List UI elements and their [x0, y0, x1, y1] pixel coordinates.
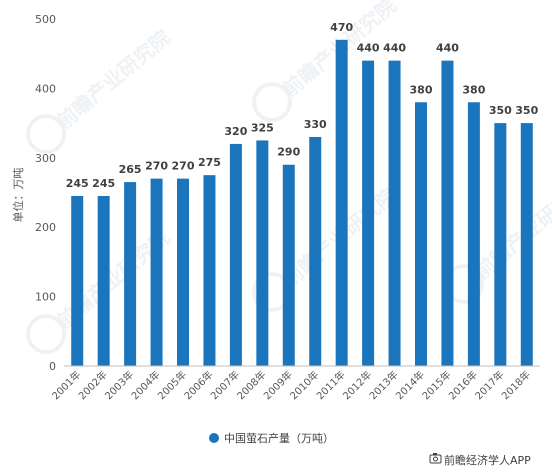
- y-axis: 0 100 200 300 400 500: [35, 13, 56, 373]
- svg-text:前瞻产业研究院: 前瞻产业研究院: [470, 175, 552, 283]
- data-label: 275: [198, 156, 221, 169]
- bar: [150, 178, 163, 366]
- bar-series: [71, 39, 533, 366]
- data-label: 440: [436, 42, 459, 55]
- data-label: 245: [66, 177, 89, 190]
- y-tick-label: 500: [35, 13, 56, 26]
- data-label: 380: [410, 83, 433, 96]
- camera-icon: [429, 453, 442, 464]
- legend: 中国萤石产量（万吨）: [209, 431, 334, 445]
- y-axis-title: 单位：万吨: [11, 168, 25, 223]
- data-label: 440: [357, 42, 380, 55]
- bar: [415, 102, 427, 366]
- data-label: 265: [119, 163, 142, 176]
- bar: [388, 60, 401, 366]
- x-tick-label: 2018年: [499, 368, 533, 402]
- y-tick-label: 0: [49, 360, 56, 373]
- legend-marker: [209, 433, 219, 443]
- svg-text:前瞻产业研究院: 前瞻产业研究院: [52, 25, 175, 133]
- bar: [494, 123, 507, 366]
- bar: [335, 39, 348, 366]
- bar: [97, 195, 110, 366]
- data-label: 270: [172, 160, 195, 173]
- data-label: 380: [462, 83, 485, 96]
- data-label: 320: [224, 125, 247, 138]
- y-tick-label: 400: [35, 82, 56, 95]
- y-tick-label: 100: [35, 291, 56, 304]
- data-label: 290: [277, 146, 300, 159]
- y-tick-label: 200: [35, 221, 56, 234]
- y-tick-label: 300: [35, 152, 56, 165]
- bar: [520, 123, 533, 366]
- credit-text: 前瞻经济学人APP: [444, 453, 531, 467]
- x-axis: 2001年2002年2003年2004年2005年2006年2007年2008年…: [49, 365, 540, 402]
- data-label: 270: [145, 160, 168, 173]
- bar: [124, 182, 137, 366]
- data-label: 470: [330, 21, 353, 34]
- watermark: 前瞻产业研究院: [252, 183, 401, 312]
- legend-label: 中国萤石产量（万吨）: [224, 431, 334, 445]
- bar: [467, 102, 480, 366]
- data-label: 325: [251, 121, 274, 134]
- bar: [256, 140, 269, 366]
- bar: [309, 136, 322, 366]
- bar: [71, 195, 84, 366]
- data-label: 330: [304, 118, 327, 131]
- bar: [282, 164, 295, 366]
- bar: [229, 143, 242, 366]
- watermark: 前瞻产业研究院: [252, 0, 401, 122]
- data-label: 350: [489, 104, 512, 117]
- bar: [362, 60, 375, 366]
- credit: 前瞻经济学人APP: [429, 453, 531, 467]
- bar: [203, 175, 216, 366]
- data-label: 350: [515, 104, 538, 117]
- data-label: 245: [92, 177, 115, 190]
- bar: [441, 60, 454, 366]
- bar: [177, 178, 189, 366]
- data-label: 440: [383, 42, 406, 55]
